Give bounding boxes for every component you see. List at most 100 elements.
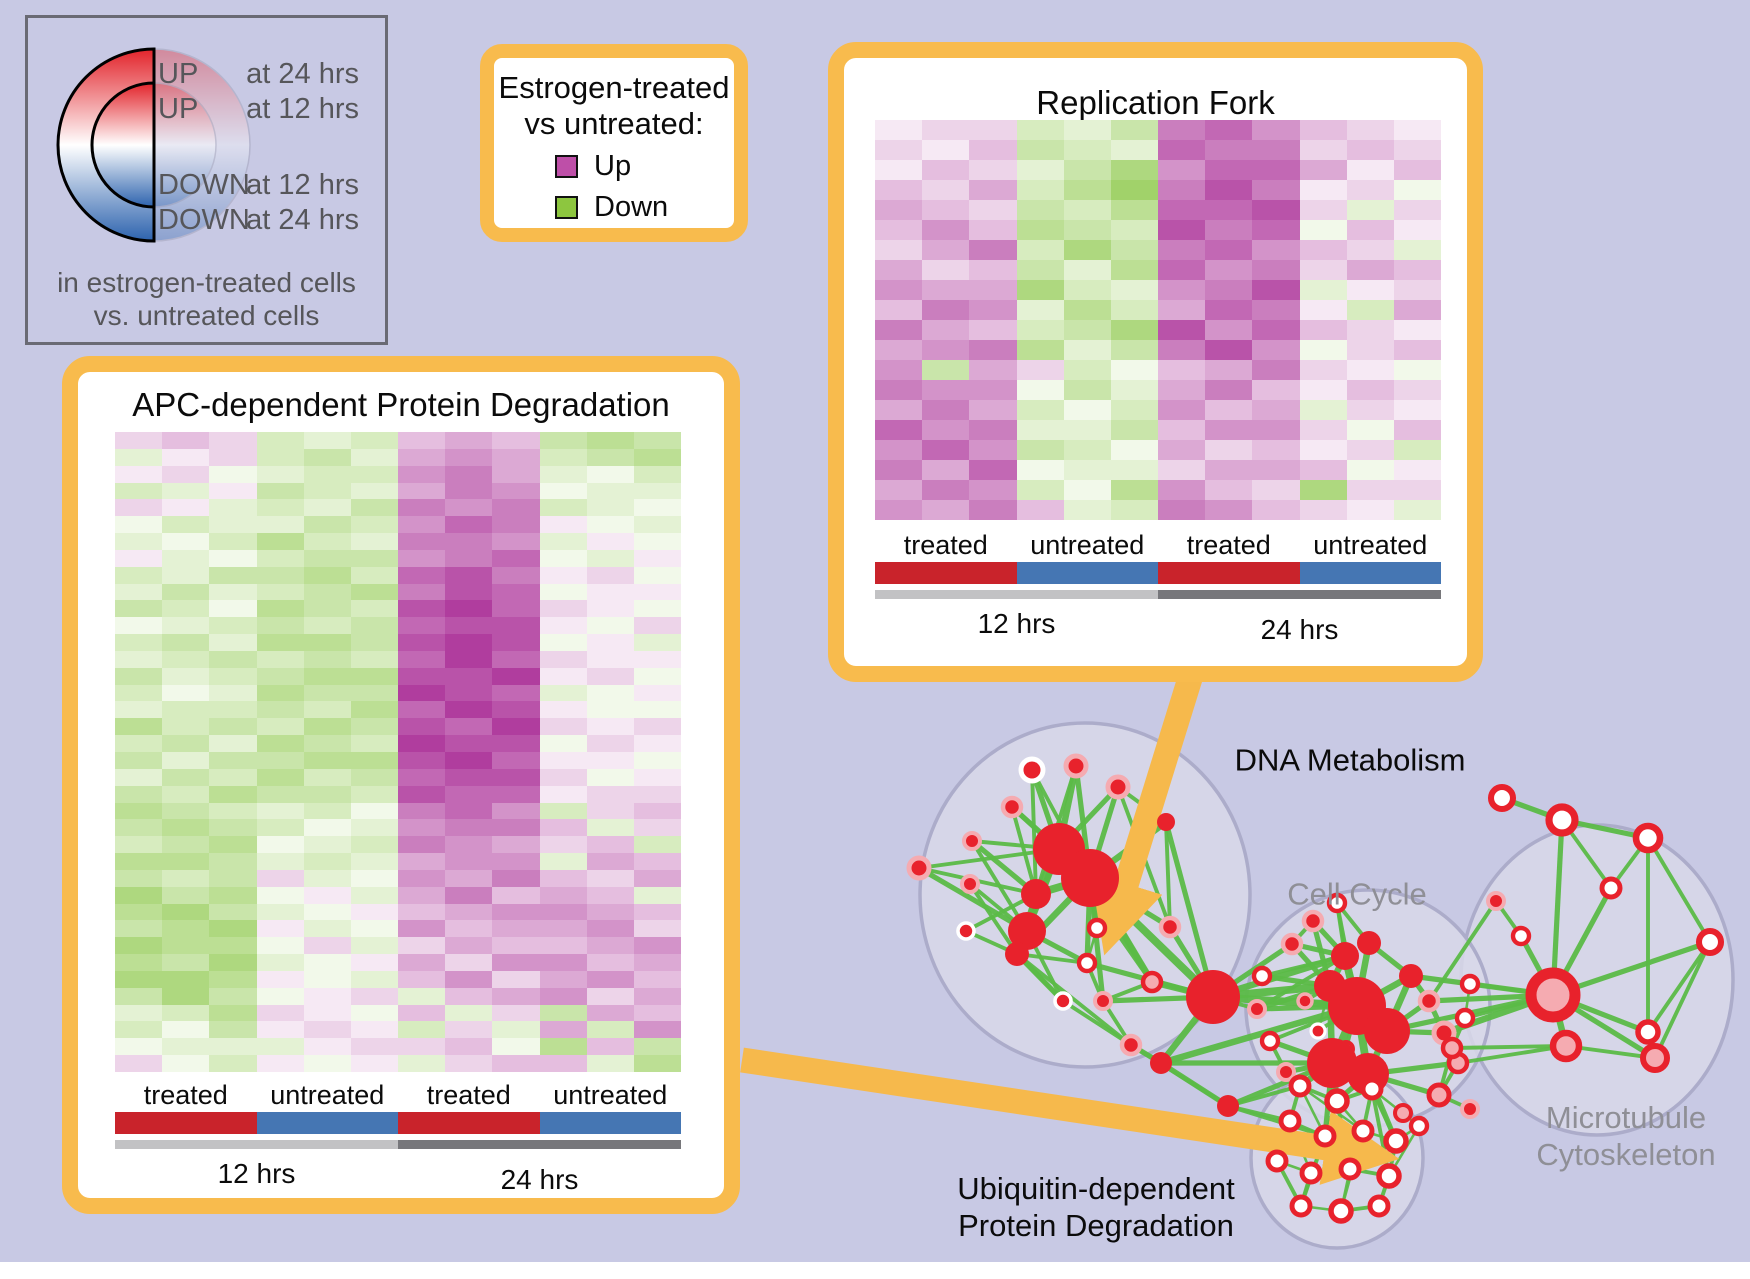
heatmap-cell [1252,380,1300,400]
heatmap-cell [539,533,587,550]
heatmap-cell [875,160,923,180]
heatmap-cell [586,886,634,904]
heatmap-cell [303,802,351,820]
heatmap-cell [633,482,681,500]
heatmap-cell [303,954,351,971]
network-node [1328,1198,1354,1224]
heatmap-cell [1205,120,1253,140]
heatmap-cell [633,448,681,466]
heatmap-cell [162,819,210,837]
heatmap-cell [875,180,923,200]
bar-12hrs [875,590,1158,599]
replication-fork-panel: Replication Fork treated untreated treated… [828,42,1483,682]
heatmap-cell [633,566,681,584]
heatmap-cell [115,432,163,449]
heatmap-cell [1299,460,1347,480]
heatmap-cell [398,920,446,938]
heatmap-cell [1016,360,1064,380]
heatmap-cell [539,768,587,786]
heatmap-cell [539,634,587,651]
network-node [1383,1128,1409,1154]
network-node [1278,1109,1302,1133]
heatmap-cell [256,617,304,635]
heatmap-cell [1158,400,1206,420]
heatmap-cell [922,500,970,520]
heatmap-cell [492,819,540,837]
network-node [1093,991,1113,1011]
network-node [1021,879,1051,909]
heatmap-cell [1110,440,1158,460]
network-edge [1129,1043,1230,1108]
heatmap-cell [1299,300,1347,320]
heatmap-cell [875,420,923,440]
heatmap-cell [115,583,163,601]
heatmap-cell [398,448,446,466]
heatmap-cell [492,718,540,736]
legend-item-up: Up [555,150,673,183]
network-node [1265,1149,1289,1173]
heatmap-cell [1063,340,1111,360]
heatmap-cell [350,516,398,534]
heatmap-cell [1205,380,1253,400]
heatmap-cell [398,768,446,786]
network-node [1086,917,1108,939]
heatmap-cell [492,785,540,803]
heatmap-cell [303,1038,351,1056]
heatmap-cell [445,954,493,971]
bar-24hrs [398,1140,681,1149]
heatmap-cell [539,785,587,803]
heatmap-cell [633,516,681,534]
heatmap-cell [350,819,398,837]
cluster-label-ubiquitin-degradation: Ubiquitin-dependent Protein Degradation [957,1171,1235,1243]
heatmap-cell [256,853,304,870]
network-node [1296,992,1314,1010]
heatmap-cell [1205,340,1253,360]
replication-condition-bars [875,562,1441,584]
heatmap-cell [539,987,587,1005]
heatmap-cell [1110,120,1158,140]
heatmap-cell [1016,420,1064,440]
network-edge [1550,819,1565,996]
heatmap-cell [1346,460,1394,480]
heatmap-cell [1252,400,1300,420]
heatmap-cell [209,684,257,702]
heatmap-cell [492,516,540,534]
network-node [1063,753,1089,779]
heatmap-cell [586,566,634,584]
heatmap-cell [445,482,493,500]
heatmap-cell [115,886,163,904]
heatmap-cell [633,987,681,1005]
heatmap-cell [1252,360,1300,380]
heatmap-cell [1393,240,1441,260]
heatmap-cell [115,566,163,584]
heatmap-cell [1158,280,1206,300]
heatmap-cell [162,684,210,702]
heatmap-cell [539,684,587,702]
heatmap-cell [969,220,1017,240]
time-label: 12 hrs [977,608,1056,639]
network-node [1313,1124,1337,1148]
heatmap-cell [115,1004,163,1022]
heatmap-cell [586,785,634,803]
heatmap-cell [115,617,163,635]
heatmap-cell [209,583,257,601]
heatmap-cell [492,617,540,635]
heatmap-cell [1205,240,1253,260]
heatmap-cell [586,448,634,466]
heatmap-cell [445,937,493,955]
heatmap-cell [256,583,304,601]
heatmap-cell [1346,180,1394,200]
heatmap-cell [1158,120,1206,140]
heatmap-cell [256,667,304,685]
network-edge [1164,821,1172,928]
heatmap-cell [209,465,257,483]
heatmap-cell [350,634,398,651]
heatmap-cell [398,785,446,803]
heatmap-cell [1016,200,1064,220]
heatmap-cell [586,802,634,820]
heatmap-cell [539,499,587,517]
scale-down-24-time: at 24 hrs [246,204,359,236]
heatmap-cell [492,903,540,921]
heatmap-cell [1346,500,1394,520]
heatmap-cell [1016,180,1064,200]
